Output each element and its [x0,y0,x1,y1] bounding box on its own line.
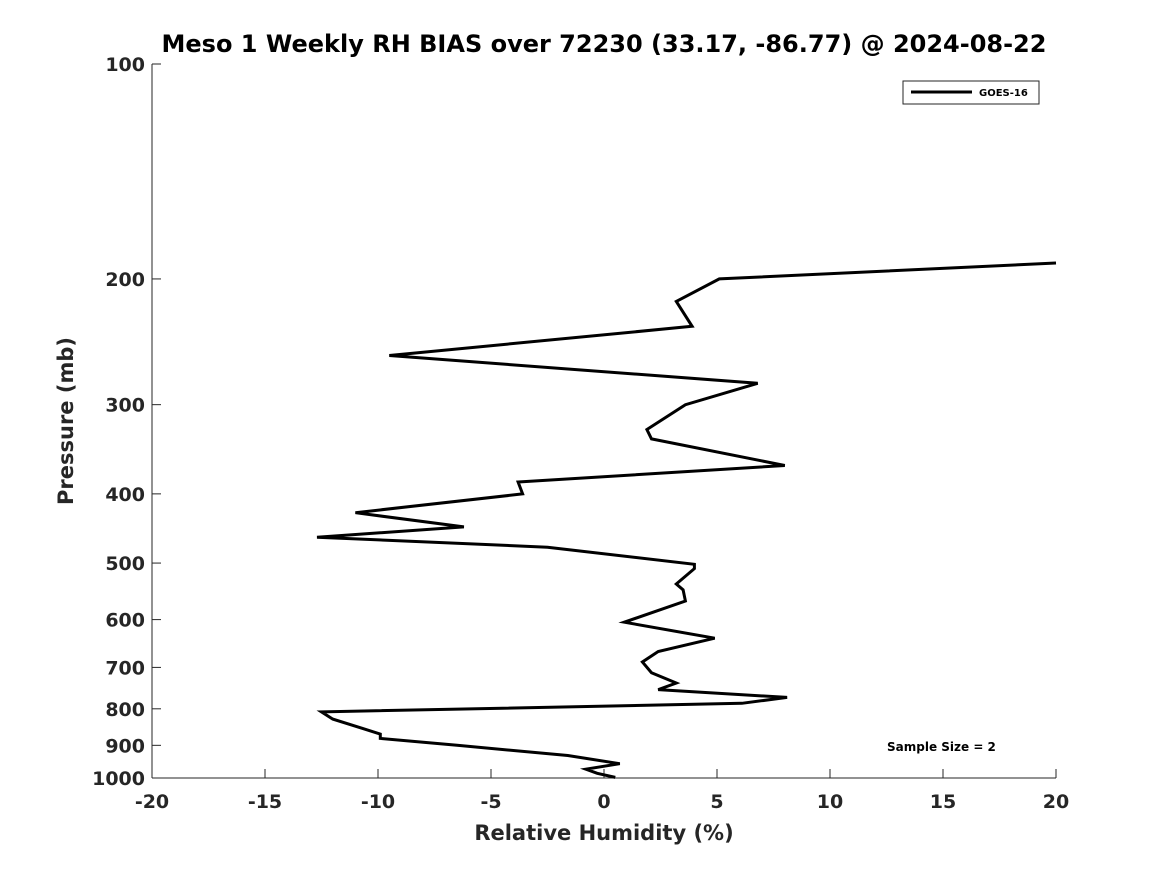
x-tick-label: -5 [480,791,501,813]
legend-label: GOES-16 [979,88,1028,99]
x-tick-label: 20 [1043,791,1069,813]
chart-title: Meso 1 Weekly RH BIAS over 72230 (33.17,… [162,30,1047,58]
x-ticks: -20 -15 -10 -5 0 5 10 15 20 [135,769,1069,813]
x-axis-label: Relative Humidity (%) [474,821,733,845]
series-layer [316,261,1057,779]
series-line [316,261,1057,779]
x-tick-label: -20 [135,791,169,813]
x-tick-label: -10 [361,791,395,813]
y-tick-label: 500 [105,553,145,575]
x-tick-label: 15 [930,791,956,813]
x-tick-label: 5 [710,791,723,813]
y-tick-label: 600 [105,610,145,632]
legend: GOES-16 [902,80,1040,105]
y-tick-label: 700 [105,657,145,679]
y-axis-label: Pressure (mb) [54,337,78,505]
y-tick-label: 300 [105,395,145,417]
y-tick-label: 200 [105,269,145,291]
x-tick-label: -15 [248,791,282,813]
sample-size-annotation: Sample Size = 2 [887,740,996,754]
y-tick-label: 400 [105,484,145,506]
y-tick-label: 100 [105,54,145,76]
x-tick-label: 10 [817,791,843,813]
y-ticks: 100 200 300 400 500 600 700 800 900 1000 [92,54,161,790]
y-tick-label: 1000 [92,768,145,790]
y-tick-label: 900 [105,735,145,757]
y-tick-label: 800 [105,699,145,721]
x-tick-label: 0 [597,791,610,813]
